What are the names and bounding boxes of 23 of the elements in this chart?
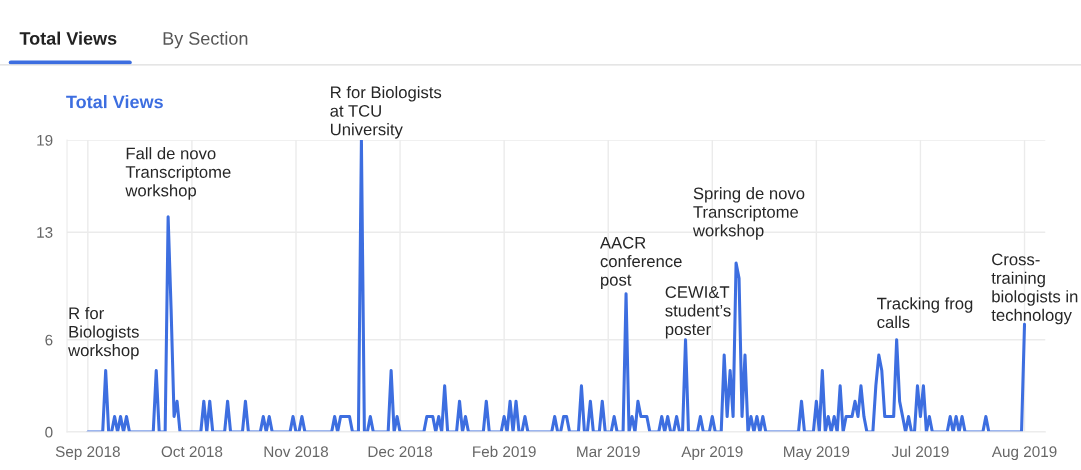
- x-tick-label: Mar 2019: [577, 446, 640, 458]
- annotation: Spring de novo Transcriptome workshop: [692, 187, 805, 240]
- text: R for Biologists at TCU University: [330, 86, 442, 139]
- x-tick-label: Feb 2019: [473, 445, 536, 458]
- text: By Section: [163, 31, 248, 49]
- annotation: Fall de novo Transcriptome workshop: [125, 147, 231, 200]
- chart-title: Total Views: [66, 95, 163, 109]
- x-tick-label: Aug 2019: [991, 446, 1057, 461]
- annotation: R for Biologists workshop: [68, 306, 139, 360]
- x-tick-label: Dec 2018: [368, 446, 433, 458]
- x-tick-label: Nov 2018: [264, 446, 329, 458]
- annotation: Tracking frog calls: [877, 297, 973, 329]
- y-tick-label: 13: [37, 227, 53, 238]
- y-tick-label: 0: [45, 426, 53, 438]
- annotation: Cross- training biologists in technology: [991, 253, 1078, 325]
- y-tick-label: 19: [37, 134, 53, 146]
- x-tick-label: Jul 2019: [891, 445, 949, 458]
- x-tick-label: Oct 2018: [161, 446, 223, 458]
- text: Total Views: [19, 31, 117, 45]
- x-tick-label: May 2019: [784, 446, 850, 461]
- x-tick-label: Apr 2019: [681, 446, 743, 461]
- y-tick-label: 6: [45, 334, 53, 346]
- x-tick-label: Sep 2018: [55, 446, 120, 461]
